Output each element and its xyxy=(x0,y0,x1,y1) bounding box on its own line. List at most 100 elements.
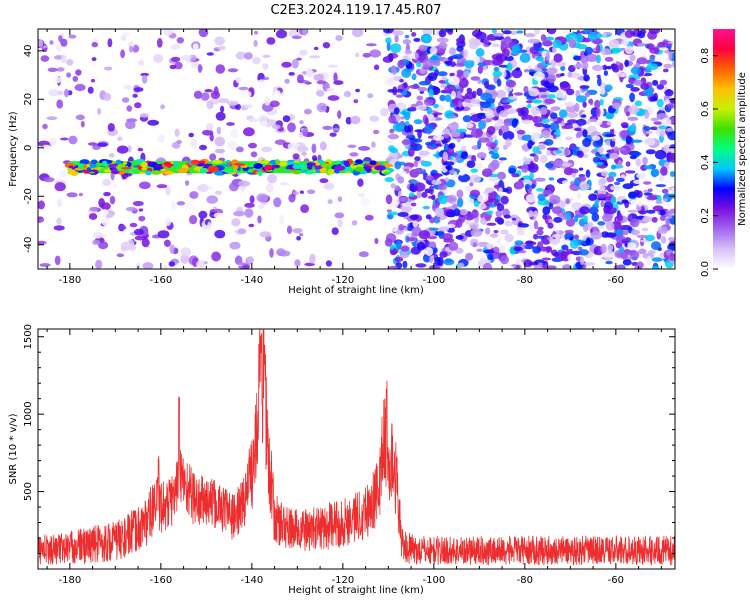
heatmap-cell xyxy=(545,162,554,169)
heatmap-cell xyxy=(579,256,585,266)
heatmap-band-cell xyxy=(201,163,213,167)
heatmap-cell xyxy=(269,100,280,108)
heatmap-cell xyxy=(495,210,503,218)
snr-x-label: Height of straight line (km) xyxy=(288,585,424,596)
heatmap-cell xyxy=(527,38,540,44)
heatmap-cell xyxy=(214,36,226,46)
heatmap-cell xyxy=(60,137,69,141)
heatmap-cell xyxy=(362,52,372,58)
heatmap-cell xyxy=(533,233,539,240)
heatmap-band-cell xyxy=(164,171,174,175)
heatmap-cell xyxy=(411,32,417,37)
heatmap-cell xyxy=(404,125,411,133)
heatmap-cell xyxy=(649,96,658,101)
heatmap-cell xyxy=(536,188,544,192)
heatmap-cell xyxy=(587,31,598,41)
heatmap-cell xyxy=(286,225,293,235)
heatmap-cell xyxy=(147,119,160,126)
heatmap-cell xyxy=(552,46,557,54)
heatmap-cell xyxy=(265,183,274,193)
heatmap-cell xyxy=(479,257,491,264)
heatmap-cell xyxy=(400,116,405,120)
heatmap-cell xyxy=(272,124,281,130)
heatmap-cell xyxy=(582,129,588,138)
heatmap-cell xyxy=(134,228,144,236)
heatmap-cell xyxy=(553,216,563,223)
heatmap-cell xyxy=(560,82,571,92)
heatmap-cell xyxy=(653,121,663,125)
heatmap-cell xyxy=(453,208,461,217)
heatmap-cell xyxy=(299,233,304,237)
heatmap-cell xyxy=(394,34,399,43)
heatmap-cell xyxy=(500,125,510,133)
heatmap-cell xyxy=(610,196,617,205)
heatmap-cell xyxy=(343,90,352,98)
heatmap-cell xyxy=(607,244,614,251)
heatmap-cell xyxy=(401,68,412,78)
heatmap-cell xyxy=(142,262,154,269)
heatmap-cell xyxy=(481,168,493,178)
heatmap-cell xyxy=(577,246,583,251)
heatmap-cell xyxy=(349,152,359,157)
y-tick-label: -40 xyxy=(23,237,34,253)
heatmap-band-cell xyxy=(301,169,308,173)
heatmap-cell xyxy=(228,182,239,192)
y-tick-label: 1000 xyxy=(23,401,34,426)
heatmap-cell xyxy=(591,135,601,141)
heatmap-cell xyxy=(329,132,337,137)
heatmap-cell xyxy=(456,91,463,99)
heatmap-band-cell xyxy=(295,169,303,173)
heatmap-cell xyxy=(226,122,235,126)
heatmap-cell xyxy=(141,238,150,248)
heatmap-cell xyxy=(466,87,473,94)
heatmap-cell xyxy=(515,264,521,269)
heatmap-cell xyxy=(421,191,428,198)
heatmap-band-cell xyxy=(151,170,162,175)
heatmap-cell xyxy=(244,208,254,218)
heatmap-cell xyxy=(667,153,675,163)
heatmap-cell xyxy=(100,202,111,211)
heatmap-cell xyxy=(209,153,217,162)
heatmap-cell xyxy=(456,45,464,52)
x-tick-label: -100 xyxy=(422,275,445,286)
heatmap-cell xyxy=(646,63,659,71)
heatmap-cell xyxy=(482,65,488,71)
heatmap-cell xyxy=(397,59,405,69)
heatmap-cell xyxy=(650,168,660,177)
heatmap-cell xyxy=(637,201,643,207)
heatmap-cell xyxy=(640,83,649,90)
heatmap-cell xyxy=(619,246,625,254)
heatmap-cell xyxy=(484,227,491,235)
heatmap-cell xyxy=(528,222,534,232)
heatmap-cell xyxy=(273,90,281,98)
heatmap-cell xyxy=(227,140,238,150)
heatmap-cell xyxy=(413,37,421,42)
heatmap-cell xyxy=(266,37,276,45)
heatmap-cell xyxy=(185,202,197,211)
heatmap-cell xyxy=(625,161,631,167)
heatmap-cell xyxy=(596,164,608,169)
heatmap-cell xyxy=(503,119,512,127)
heatmap-cell xyxy=(394,161,402,170)
heatmap-cell xyxy=(75,114,85,121)
heatmap-cell xyxy=(448,75,460,86)
heatmap-cell xyxy=(542,124,551,128)
heatmap-cell xyxy=(364,214,374,221)
heatmap-cell xyxy=(564,101,575,108)
heatmap-cell xyxy=(134,235,147,241)
heatmap-cell xyxy=(91,38,99,43)
x-tick-label: -60 xyxy=(608,275,624,286)
heatmap-cell xyxy=(513,118,519,125)
heatmap-cell xyxy=(233,211,245,217)
heatmap-cell xyxy=(402,260,408,269)
heatmap-cell xyxy=(531,116,543,123)
heatmap-cell xyxy=(102,178,112,187)
heatmap-cell xyxy=(591,64,604,71)
heatmap-cell xyxy=(583,215,588,223)
heatmap-cell xyxy=(407,225,414,232)
heatmap-cell xyxy=(132,200,144,207)
heatmap-cell xyxy=(390,183,396,189)
heatmap-cell xyxy=(165,185,171,196)
heatmap-cell xyxy=(498,160,503,164)
heatmap-cell xyxy=(627,209,638,213)
